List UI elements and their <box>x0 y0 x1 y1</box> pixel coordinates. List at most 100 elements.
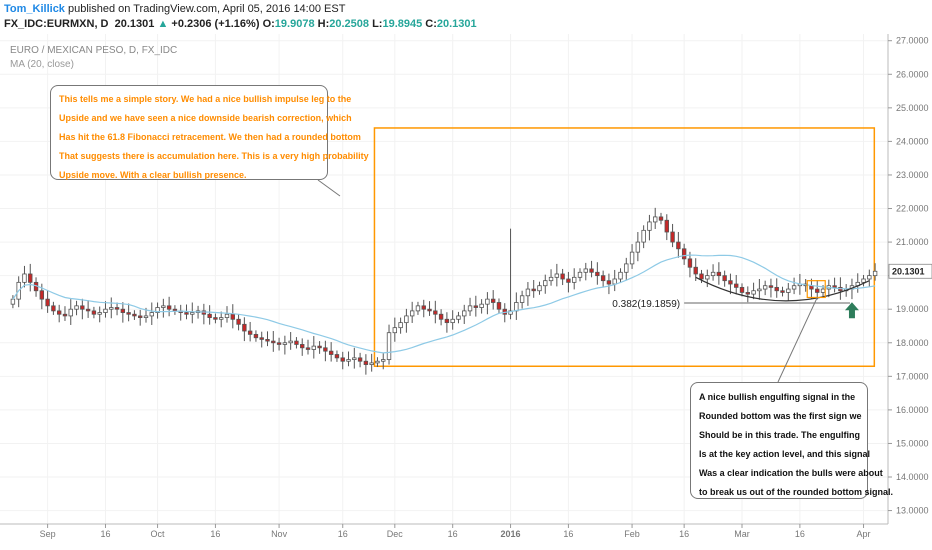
candle-body <box>242 323 247 332</box>
candle-body <box>728 280 733 285</box>
close-label: C: <box>425 18 437 30</box>
callout-line: Has hit the 61.8 Fibonacci retracement. … <box>59 132 361 142</box>
candle-body <box>45 298 50 307</box>
candle-body <box>525 288 531 297</box>
price-tick-label: 27.0000 <box>896 36 929 46</box>
candles <box>10 207 878 375</box>
candle-body <box>381 359 386 362</box>
candle-body <box>543 280 548 287</box>
candle-body <box>485 298 490 305</box>
candle-body <box>74 305 79 310</box>
candle-body <box>519 295 525 303</box>
candle-body <box>97 312 102 315</box>
time-tick-label: Dec <box>387 529 404 539</box>
candle-body <box>56 310 62 315</box>
candle-body <box>213 317 218 320</box>
time-axis: Sep 16 Oct 16 Nov 16 Dec 16 2016 16 Feb 16 Mar 16 Apr <box>0 523 888 539</box>
candle-body <box>317 345 322 349</box>
high-label: H: <box>317 18 330 30</box>
candle-body <box>161 305 166 308</box>
price-tick-label: 21.0000 <box>896 237 929 247</box>
price-tick-label: 26.0000 <box>896 69 929 79</box>
time-tick-label: Feb <box>624 529 640 539</box>
callout-line: Rounded bottom was the first sign we <box>699 411 862 421</box>
candle-body <box>722 275 727 282</box>
price-tick-label: 18.0000 <box>896 338 929 348</box>
candle-body <box>363 360 369 365</box>
candle-body <box>80 305 85 310</box>
candle-body <box>265 339 270 342</box>
header-bar: Tom_Killick published on TradingView.com… <box>0 0 932 34</box>
annotation-marks <box>317 179 870 383</box>
callout-line: Upside and we have seen a nice downside … <box>59 113 352 123</box>
candle-body <box>815 288 820 293</box>
price-tick-label: 15.0000 <box>896 438 929 448</box>
candle-body <box>635 241 641 253</box>
candle-body <box>62 313 68 317</box>
candle-body <box>618 271 623 280</box>
high-value: 20.2508 <box>329 18 369 30</box>
time-tick-label: 16 <box>795 529 805 539</box>
up-arrow-icon: ▲ <box>157 18 169 30</box>
callout-line: A nice bullish engulfing signal in the <box>699 392 856 402</box>
price-tick-label: 17.0000 <box>896 371 929 381</box>
candle-body <box>699 273 704 280</box>
open-label: O: <box>262 18 275 30</box>
ohlc-line: FX_IDC:EURMXN, D 20.1301 ▲ +0.2306 (+1.1… <box>4 18 477 30</box>
price-tick-label: 25.0000 <box>896 103 929 113</box>
candle-body <box>583 268 588 273</box>
candle-body <box>444 318 450 324</box>
candle-body <box>230 313 235 320</box>
candle-body <box>745 292 750 295</box>
candle-body <box>739 286 745 293</box>
candle-body <box>647 221 652 231</box>
ma-line <box>12 254 876 354</box>
candle-body <box>479 303 484 308</box>
candle-body <box>687 258 693 268</box>
time-tick-label: 16 <box>679 529 689 539</box>
candle-body <box>386 332 392 360</box>
candle-body <box>641 229 646 243</box>
callout-pointer <box>317 179 341 197</box>
candle-body <box>514 302 519 312</box>
candle-body <box>103 308 108 313</box>
price-tick-label: 22.0000 <box>896 204 929 214</box>
candle-body <box>768 285 774 288</box>
candle-body <box>861 278 866 283</box>
candle-body <box>247 330 253 335</box>
candle-body <box>791 285 797 290</box>
candle-body <box>658 216 664 221</box>
candle-body <box>259 337 264 340</box>
author-link[interactable]: Tom_Killick <box>4 3 65 15</box>
callout-line: That suggests there is accumulation here… <box>59 151 369 161</box>
candle-body <box>433 310 438 315</box>
time-tick-label: Nov <box>271 529 288 539</box>
low-label: L: <box>372 18 383 30</box>
time-tick-label: Apr <box>857 529 871 539</box>
candle-body <box>415 305 421 312</box>
candle-body <box>328 350 334 355</box>
candle-body <box>311 345 316 350</box>
time-tick-label: 16 <box>563 529 573 539</box>
moving-average <box>12 254 876 354</box>
candle-body <box>774 286 779 292</box>
last-price: 20.1301 <box>114 18 155 30</box>
candle-body <box>352 357 357 360</box>
candle-body <box>300 344 305 349</box>
candle-body <box>450 318 455 324</box>
price-tick-label: 16.0000 <box>896 405 929 415</box>
candle-body <box>323 347 328 352</box>
candle-body <box>392 327 398 334</box>
price-tick-label: 13.0000 <box>896 506 929 516</box>
candle-body <box>126 312 131 315</box>
candle-body <box>409 310 415 317</box>
candle-body <box>629 251 635 265</box>
candle-body <box>670 231 675 243</box>
candle-body <box>421 305 426 310</box>
candle-body <box>681 248 687 260</box>
candle-body <box>606 280 612 285</box>
callout-line: Should be in this trade. The engulfing <box>699 430 860 440</box>
time-tick-label: Mar <box>734 529 750 539</box>
candle-body <box>369 362 374 365</box>
candle-body <box>566 278 571 283</box>
